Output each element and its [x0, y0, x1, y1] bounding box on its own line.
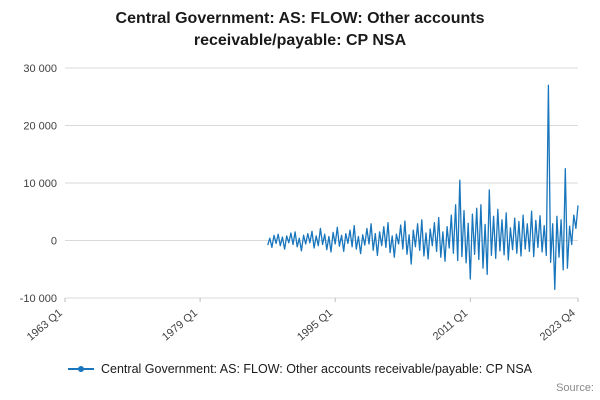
legend-line-icon	[68, 366, 94, 372]
svg-text:20 000: 20 000	[23, 121, 57, 133]
source-label: Source:	[556, 382, 594, 394]
chart-canvas: 30 000 20 000 10 000 0 -10 000 1963 Q1 1979 Q1…	[20, 63, 579, 343]
svg-text:1979 Q1: 1979 Q1	[160, 307, 200, 343]
legend: Central Government: AS: FLOW: Other acco…	[0, 362, 600, 376]
y-tick-labels: 30 000 20 000 10 000 0 -10 000	[20, 63, 57, 305]
x-ticks	[64, 298, 579, 302]
svg-text:-10 000: -10 000	[20, 293, 57, 305]
x-tick-labels: 1963 Q1 1979 Q1 1995 Q1 2011 Q1 2023 Q4	[25, 307, 578, 343]
svg-text:2023 Q4: 2023 Q4	[538, 307, 578, 343]
svg-text:30 000: 30 000	[23, 63, 57, 75]
svg-text:10 000: 10 000	[23, 178, 57, 190]
legend-label: Central Government: AS: FLOW: Other acco…	[101, 362, 532, 376]
svg-text:2011 Q1: 2011 Q1	[431, 307, 470, 343]
chart-title: Central Government: AS: FLOW: Other acco…	[115, 10, 485, 49]
svg-text:1963 Q1: 1963 Q1	[25, 307, 65, 343]
series-line	[267, 84, 579, 291]
svg-text:0: 0	[51, 236, 57, 248]
y-gridlines	[65, 67, 578, 299]
svg-text:1995 Q1: 1995 Q1	[295, 307, 335, 343]
